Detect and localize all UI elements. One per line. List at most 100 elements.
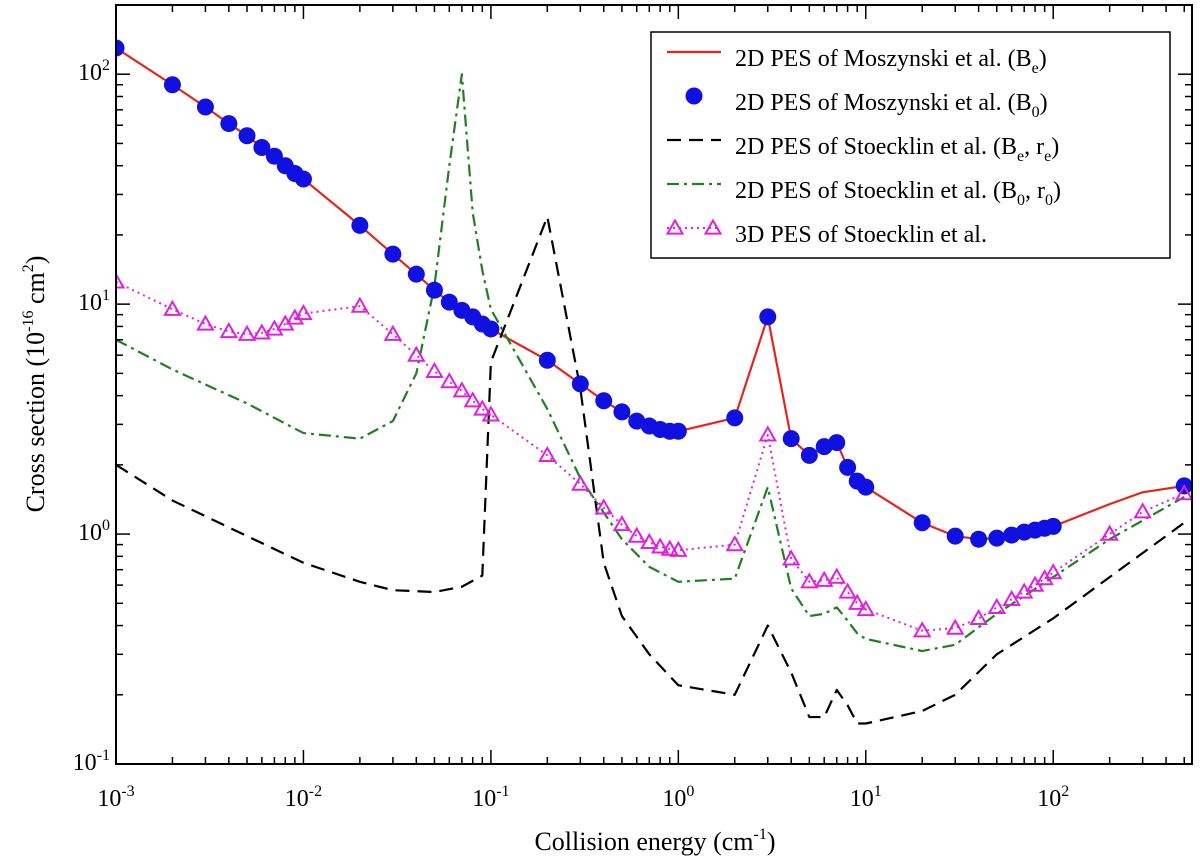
series-4-point-11 <box>383 324 403 341</box>
series-4-point-2 <box>196 314 215 331</box>
series-4-point-15 <box>452 381 472 398</box>
x-tick-label-2: 10-1 <box>472 783 509 812</box>
series-1-point-13 <box>425 281 443 299</box>
x-tick-label-0: 10-3 <box>97 783 134 812</box>
series-4-point-40 <box>987 597 1007 614</box>
legend-marker-4-b <box>703 218 723 235</box>
series-1-point-18 <box>482 320 500 338</box>
series-1-point-30 <box>782 430 800 448</box>
series-4-point-23 <box>627 526 646 543</box>
series-1-point-38 <box>946 527 964 545</box>
series-4-point-18 <box>481 405 501 422</box>
series-4-point-36 <box>856 599 876 617</box>
series-4-point-48 <box>1175 484 1192 501</box>
series-line-4 <box>116 280 1185 632</box>
legend-samples <box>665 50 723 235</box>
series-4-point-25 <box>650 537 670 554</box>
series-4-point-30 <box>781 549 801 566</box>
legend-box <box>650 31 1171 259</box>
series-4-point-32 <box>814 570 834 587</box>
legend-label-moszynski-b0: 2D PES of Moszynski et al. (B0) <box>735 90 1048 121</box>
series-1-point-4 <box>238 127 256 145</box>
series-1-point-33 <box>828 434 846 452</box>
series-4-point-10 <box>350 296 370 313</box>
series-4-point-4 <box>237 324 257 341</box>
series-4-point-9 <box>294 304 313 321</box>
legend-label-stoecklin-be-re: 2D PES of Stoecklin et al. (Be, re) <box>735 134 1059 165</box>
series-4-point-28 <box>725 535 744 552</box>
x-axis-title: Collision energy (cm-1) <box>534 826 775 856</box>
series-1-point-20 <box>571 375 589 393</box>
series-4-point-39 <box>969 608 988 625</box>
y-axis-title: Cross section (10-16 cm2) <box>20 256 50 513</box>
series-4-point-45 <box>1043 563 1063 580</box>
series-4-point-34 <box>838 582 857 599</box>
tick-label-layer: 10-3 10-2 10-1 100 101 102 10-1 100 101 102 <box>73 57 1070 812</box>
legend-marker-1 <box>685 87 703 105</box>
x-tick-label-3: 100 <box>662 783 694 812</box>
series-1-point-39 <box>970 530 988 548</box>
series-1-point-14 <box>440 293 458 311</box>
y-tick-label-3: 102 <box>78 57 110 86</box>
plot-frame <box>115 4 1193 765</box>
y-tick-label-2: 101 <box>78 287 110 316</box>
series-4-point-1 <box>163 299 182 316</box>
series-4-point-5 <box>252 323 272 340</box>
y-tick-label-1: 100 <box>78 517 110 546</box>
series-1-point-9 <box>294 170 312 188</box>
x-tick-label-4: 101 <box>850 783 882 812</box>
y-tick-label-0: 10-1 <box>73 747 110 776</box>
series-1-point-31 <box>800 446 818 464</box>
series-4-point-3 <box>219 322 239 339</box>
series-4-point-35 <box>847 593 867 610</box>
series-1-point-0 <box>116 39 125 57</box>
series-1-point-37 <box>913 514 931 532</box>
series-1-point-28 <box>726 409 744 427</box>
series-4-point-38 <box>945 618 965 635</box>
series-1-point-12 <box>407 265 425 283</box>
series-4-point-47 <box>1133 502 1152 519</box>
series-line-3 <box>116 73 1185 653</box>
series-1-point-1 <box>163 76 181 94</box>
series-1-point-45 <box>1044 517 1062 535</box>
series-1-point-11 <box>384 245 402 263</box>
series-4-point-14 <box>440 372 459 389</box>
series-4-point-26 <box>660 539 679 556</box>
series-4-point-27 <box>669 540 688 557</box>
series-4-point-19 <box>538 445 557 462</box>
series-4-point-8 <box>285 308 305 325</box>
series-1-point-21 <box>595 392 613 410</box>
series-4-point-33 <box>827 567 846 584</box>
series-1-point-10 <box>351 216 369 234</box>
series-4-point-0 <box>116 272 126 289</box>
series-1-point-34 <box>839 458 857 476</box>
series-1-point-3 <box>220 115 238 133</box>
series-4-point-13 <box>425 361 444 379</box>
legend-label-stoecklin-3d: 3D PES of Stoecklin et al. <box>735 222 987 248</box>
x-tick-label-1: 10-2 <box>285 783 322 812</box>
series-4-point-17 <box>473 399 492 416</box>
series-1-point-5 <box>253 139 271 157</box>
x-tick-label-5: 102 <box>1037 783 1069 812</box>
series-4-point-21 <box>594 498 613 515</box>
series-1-point-29 <box>759 308 777 326</box>
series-4-point-37 <box>912 621 932 638</box>
legend: 2D PES of Moszynski et al. (Be) 2D PES o… <box>650 31 1171 259</box>
series-4-point-31 <box>800 572 819 589</box>
series-1-point-27 <box>669 422 687 440</box>
legend-marker-4-a <box>665 218 685 235</box>
legend-label-stoecklin-b0-r0: 2D PES of Stoecklin et al. (B0, r0) <box>735 178 1061 209</box>
series-1-point-40 <box>988 529 1006 547</box>
tick-layer <box>115 4 1192 765</box>
series-1-point-36 <box>857 478 875 496</box>
series-4-point-24 <box>640 532 659 550</box>
series-1-point-2 <box>196 98 214 116</box>
series-4-point-46 <box>1100 524 1119 541</box>
marker-layer <box>116 39 1192 638</box>
legend-label-moszynski-be: 2D PES of Moszynski et al. (Be) <box>735 46 1047 77</box>
series-1-point-22 <box>613 403 631 421</box>
series-4-point-16 <box>463 391 482 408</box>
series-1-point-19 <box>538 351 556 369</box>
series-4-point-29 <box>758 425 777 442</box>
